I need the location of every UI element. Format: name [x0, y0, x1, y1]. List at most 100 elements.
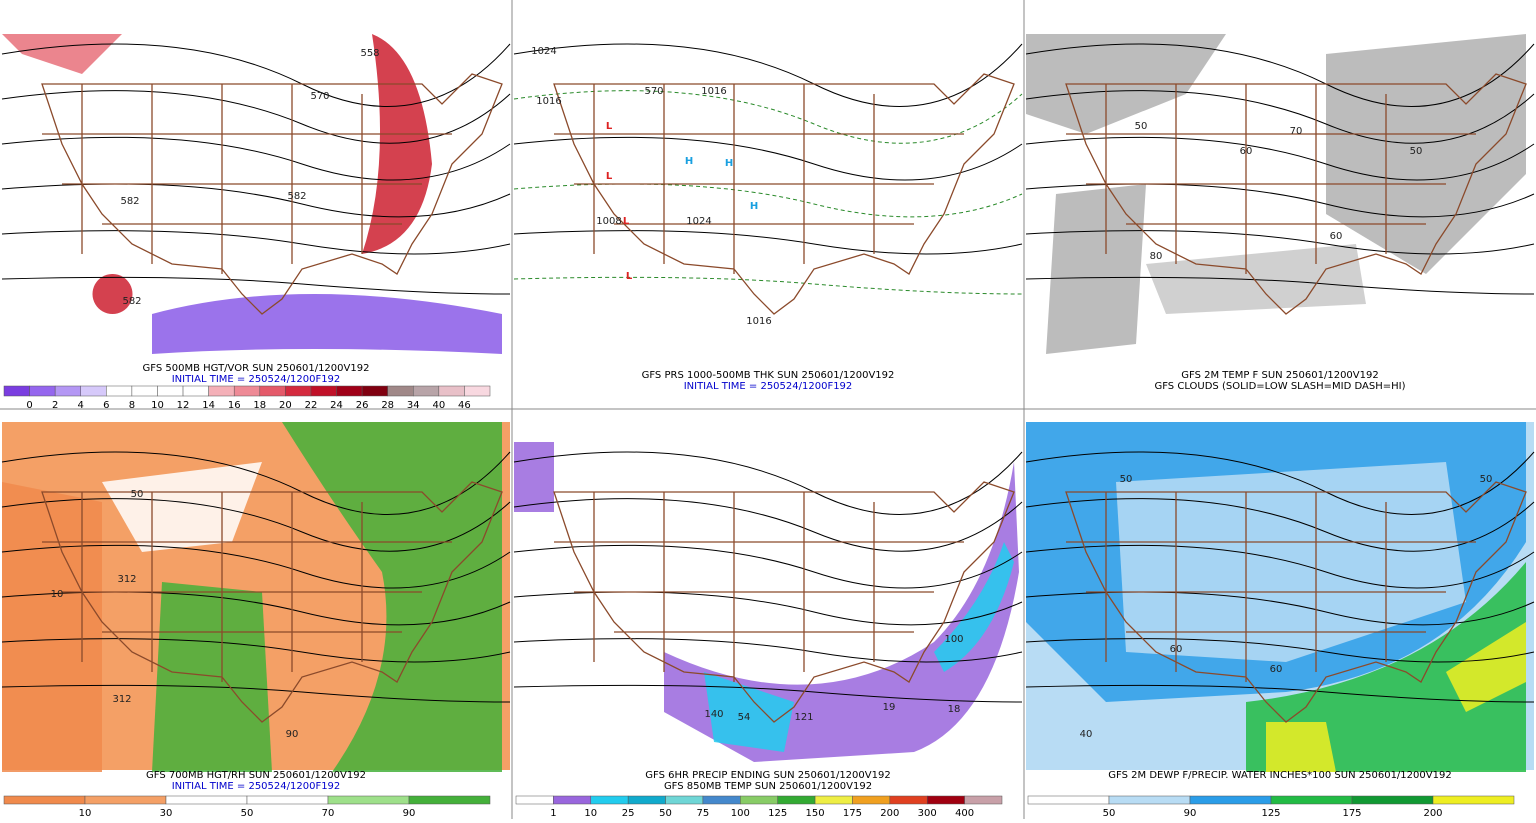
- map-shade: [1146, 244, 1366, 314]
- caption: GFS PRS 1000-500MB THK SUN 250601/1200V1…: [642, 370, 895, 381]
- contour: [513, 638, 1023, 663]
- colorbar-swatch: [327, 795, 410, 805]
- colorbar-label: 14: [202, 400, 215, 411]
- panel: 100 140 54 121 19 18 GFS 6HR PRECIP ENDING SUN…: [513, 422, 1023, 819]
- colorbar-label: 6: [103, 400, 109, 411]
- colorbar-label: 16: [228, 400, 241, 411]
- colorbar-swatch: [590, 795, 629, 805]
- map-label: 558: [360, 48, 379, 59]
- map-label: 50: [1135, 121, 1148, 132]
- colorbar-swatch: [926, 795, 965, 805]
- colorbar-swatch: [464, 385, 491, 397]
- colorbar-label: 75: [697, 808, 710, 819]
- map-label: 54: [738, 712, 751, 723]
- colorbar-swatch: [438, 385, 465, 397]
- colorbar-swatch: [310, 385, 337, 397]
- map-label: 582: [122, 296, 141, 307]
- colorbar-label: 50: [659, 808, 672, 819]
- colorbar-label: 400: [955, 808, 974, 819]
- contour: [1025, 276, 1535, 295]
- colorbar-swatch: [627, 795, 666, 805]
- map-shade: [704, 672, 794, 752]
- contour: [1, 90, 511, 144]
- colorbar-label: 34: [407, 400, 420, 411]
- map-label: 60: [1330, 231, 1343, 242]
- map-label: 312: [117, 574, 136, 585]
- contour: [1025, 498, 1535, 552]
- colorbar-label: 90: [403, 808, 416, 819]
- colorbar-swatch: [387, 385, 414, 397]
- map-label: 40: [1080, 729, 1093, 740]
- colorbar-swatch: [408, 795, 491, 805]
- map-label: H: [750, 201, 758, 212]
- map-label: 19: [883, 702, 896, 713]
- contour: [1025, 90, 1535, 144]
- colorbar-label: 175: [1342, 808, 1361, 819]
- colorbar-swatch: [1108, 795, 1191, 805]
- colorbar-swatch: [1432, 795, 1515, 805]
- colorbar-swatch: [361, 385, 388, 397]
- map-shade: [152, 294, 502, 354]
- panel: 40 50 60 60 50 GFS 2M DEWP F/PRECIP. WATER IN…: [1025, 422, 1535, 819]
- map-label: 100: [944, 634, 963, 645]
- colorbar-label: 30: [160, 808, 173, 819]
- contour: [513, 136, 1023, 181]
- map-shade: [934, 542, 1014, 672]
- map-label: 1024: [531, 46, 556, 57]
- colorbar-label: 2: [52, 400, 58, 411]
- caption: GFS CLOUDS (SOLID=LOW SLASH=MID DASH=HI): [1154, 381, 1405, 392]
- contour: [1025, 136, 1535, 181]
- colorbar-label: 150: [806, 808, 825, 819]
- map-label: 50: [131, 489, 144, 500]
- colorbar-label: 24: [330, 400, 343, 411]
- map-label: 50: [1410, 146, 1423, 157]
- map-shade: [1266, 722, 1336, 772]
- colorbar-swatch: [515, 795, 554, 805]
- map-label: H: [725, 158, 733, 169]
- map-label: H: [685, 156, 693, 167]
- map-shade: [282, 422, 502, 772]
- contour: [1, 684, 511, 703]
- caption: INITIAL TIME = 250524/1200F192: [172, 374, 341, 385]
- map-label: 140: [704, 709, 723, 720]
- map-label: 570: [644, 86, 663, 97]
- map-shade: [152, 582, 272, 772]
- map-label: 570: [310, 91, 329, 102]
- colorbar-label: 25: [622, 808, 635, 819]
- colorbar-swatch: [84, 795, 167, 805]
- colorbar-swatch: [336, 385, 363, 397]
- map-shade: [1246, 562, 1526, 772]
- colorbar-swatch: [285, 385, 312, 397]
- contour: [1025, 684, 1535, 703]
- contour: [513, 684, 1023, 703]
- colorbar-label: 10: [79, 808, 92, 819]
- map-label: L: [606, 171, 613, 182]
- colorbar-swatch: [106, 385, 133, 397]
- colorbar-swatch: [1027, 795, 1110, 805]
- map-label: L: [626, 271, 633, 282]
- map-label: 90: [286, 729, 299, 740]
- map-shade: [514, 442, 554, 512]
- contour: [513, 230, 1023, 255]
- colorbar-swatch: [413, 385, 440, 397]
- colorbar-label: 70: [322, 808, 335, 819]
- contour: [513, 544, 1023, 589]
- contour: [1, 136, 511, 181]
- map-shade: [2, 482, 102, 772]
- colorbar-label: 0: [26, 400, 32, 411]
- colorbar-swatch: [208, 385, 235, 397]
- colorbar-label: 12: [177, 400, 190, 411]
- colorbar-swatch: [3, 795, 86, 805]
- colorbar-label: 100: [731, 808, 750, 819]
- panel: 570 582 582 582 558 GFS 500MB HGT/VOR SUN 250…: [1, 14, 511, 411]
- colorbar-swatch: [246, 795, 329, 805]
- caption: INITIAL TIME = 250524/1200F192: [172, 781, 341, 792]
- map-label: 60: [1240, 146, 1253, 157]
- colorbar-swatch: [852, 795, 891, 805]
- colorbar-label: 1: [550, 808, 556, 819]
- panel: 50 60 60 50 70 80 GFS 2M TEMP F SUN 250601/120…: [1025, 14, 1535, 392]
- colorbar-label: 50: [1103, 808, 1116, 819]
- panel: 312 312 50 10 90 GFS 700MB HGT/RH SUN 250601/…: [1, 422, 511, 819]
- map-label: 582: [120, 196, 139, 207]
